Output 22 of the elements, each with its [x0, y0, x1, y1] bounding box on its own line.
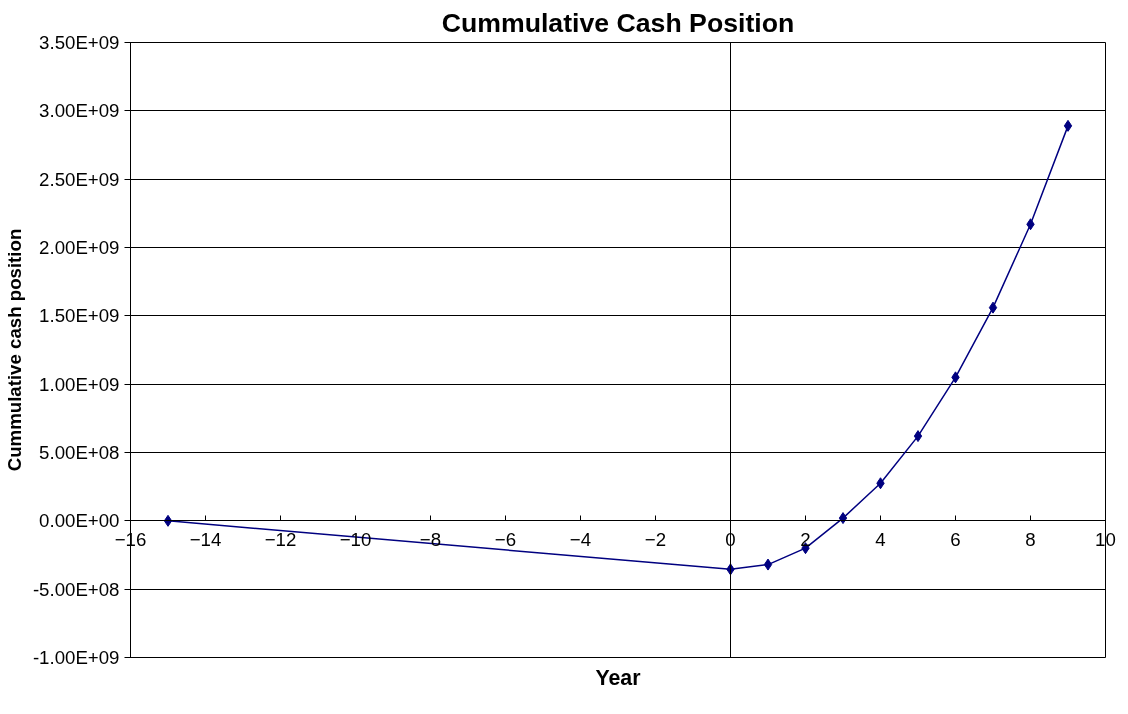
y-tick-label: 1.50E+09 [39, 305, 120, 327]
x-tick-label: 6 [950, 528, 961, 550]
x-tick-label: −6 [494, 528, 517, 550]
y-tick-label: 3.50E+09 [39, 32, 120, 53]
x-tick-label: 8 [1025, 528, 1036, 550]
y-tick-label: 0.00E+00 [39, 510, 120, 532]
chart-title: Cummulative Cash Position [441, 7, 795, 38]
x-tick-label: −12 [264, 528, 297, 550]
x-tick-label: 4 [875, 528, 886, 550]
y-tick-label: 5.00E+08 [39, 442, 120, 463]
x-tick-label: −4 [569, 528, 592, 550]
x-tick-label: 2 [800, 528, 811, 550]
y-tick-label: 3.00E+09 [39, 100, 120, 122]
x-axis-title: Year [595, 665, 641, 690]
y-tick-label: 2.00E+09 [39, 237, 120, 258]
x-tick-label: −2 [644, 528, 667, 550]
y-tick-label: -1.00E+09 [32, 647, 120, 668]
y-tick-label: 2.50E+09 [39, 168, 120, 190]
x-tick-label: −14 [189, 528, 222, 550]
y-tick-label: -5.00E+08 [32, 578, 120, 600]
y-tick-label: 1.00E+09 [39, 373, 120, 395]
y-axis-title: Cummulative cash position [3, 228, 25, 472]
